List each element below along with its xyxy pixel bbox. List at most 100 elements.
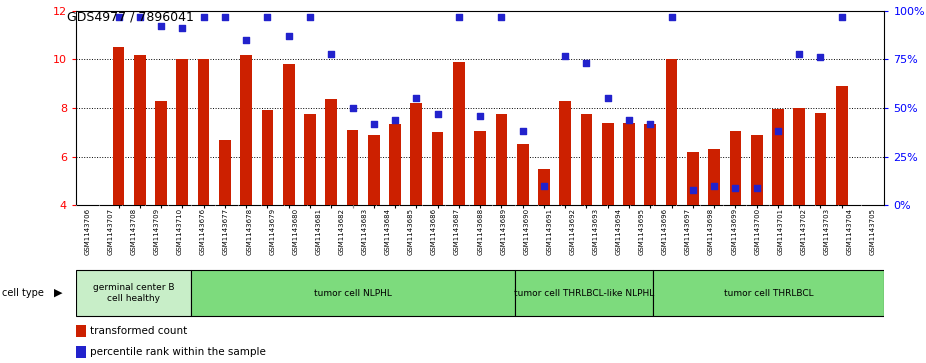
Point [664,14,679,20]
Point [409,95,424,101]
Text: ▶: ▶ [54,288,62,298]
Bar [730,131,741,205]
FancyBboxPatch shape [515,270,654,316]
Point [345,105,360,111]
Bar [389,124,401,205]
Text: GSM1143682: GSM1143682 [339,208,344,255]
Point [707,183,721,189]
Point [536,183,551,189]
Text: GSM1143699: GSM1143699 [732,208,737,256]
Text: GSM1143693: GSM1143693 [593,208,598,256]
Text: GSM1143705: GSM1143705 [870,208,876,255]
Point [239,37,254,43]
Point [132,14,147,20]
Point [431,111,445,117]
Text: GSM1143680: GSM1143680 [293,208,298,256]
Bar [666,60,678,205]
Text: GSM1143708: GSM1143708 [131,208,137,256]
Text: transformed count: transformed count [91,326,188,336]
Bar [282,64,294,205]
Text: GSM1143688: GSM1143688 [477,208,483,256]
Text: GSM1143676: GSM1143676 [200,208,206,256]
Text: GSM1143685: GSM1143685 [407,208,414,255]
Bar [751,135,762,205]
Bar [368,135,380,205]
Bar [815,113,826,205]
Text: tumor cell THRLBCL: tumor cell THRLBCL [724,289,814,298]
Text: GSM1143698: GSM1143698 [708,208,714,256]
Bar [261,110,273,205]
Text: GSM1143679: GSM1143679 [269,208,275,256]
Point [303,14,318,20]
Text: GSM1143677: GSM1143677 [223,208,229,256]
Bar [644,124,657,205]
Text: GSM1143704: GSM1143704 [846,208,853,255]
Bar [794,108,805,205]
Bar [836,86,847,205]
Point [196,14,211,20]
Text: GSM1143702: GSM1143702 [800,208,807,255]
Point [515,129,530,134]
Text: GSM1143678: GSM1143678 [246,208,252,256]
FancyBboxPatch shape [76,270,192,316]
Point [324,51,339,57]
Text: tumor cell NLPHL: tumor cell NLPHL [314,289,392,298]
Bar [453,62,465,205]
Point [282,33,296,39]
Point [175,25,190,31]
Text: GSM1143694: GSM1143694 [616,208,621,255]
Point [770,129,785,134]
Point [792,51,807,57]
Point [749,185,764,191]
Bar [538,169,550,205]
Bar [772,109,783,205]
Bar [432,132,444,205]
Bar [76,346,85,358]
Text: GSM1143710: GSM1143710 [177,208,182,256]
Bar [304,114,316,205]
Point [452,14,467,20]
Point [600,95,615,101]
Point [834,14,849,20]
Bar [219,139,231,205]
Point [494,14,508,20]
FancyBboxPatch shape [192,270,515,316]
Text: GSM1143709: GSM1143709 [154,208,160,256]
Bar [410,103,422,205]
Point [218,14,232,20]
Bar [198,60,209,205]
Text: GSM1143695: GSM1143695 [639,208,644,255]
Point [388,117,403,123]
Bar [346,130,358,205]
Point [472,113,487,119]
Point [685,187,700,192]
Bar [581,114,593,205]
Point [367,121,382,126]
Bar [602,123,614,205]
Bar [113,47,124,205]
Text: GSM1143703: GSM1143703 [823,208,830,256]
Text: GSM1143690: GSM1143690 [523,208,530,256]
Text: cell type: cell type [2,288,44,298]
Text: percentile rank within the sample: percentile rank within the sample [91,347,267,357]
Bar [177,60,188,205]
Text: GSM1143689: GSM1143689 [500,208,507,256]
Text: germinal center B
cell healthy: germinal center B cell healthy [93,284,174,303]
Bar [325,99,337,205]
Bar [156,101,167,205]
Text: GSM1143706: GSM1143706 [84,208,91,256]
Text: GSM1143681: GSM1143681 [316,208,321,256]
Point [813,54,828,60]
Text: GSM1143687: GSM1143687 [454,208,460,256]
Bar [708,149,720,205]
Text: GSM1143707: GSM1143707 [107,208,114,256]
FancyBboxPatch shape [654,270,884,316]
Bar [134,54,145,205]
Bar [687,152,699,205]
Point [728,185,743,191]
Point [260,14,275,20]
Bar [495,114,507,205]
Text: GSM1143696: GSM1143696 [662,208,668,256]
Text: GSM1143692: GSM1143692 [569,208,576,255]
Bar [623,123,635,205]
